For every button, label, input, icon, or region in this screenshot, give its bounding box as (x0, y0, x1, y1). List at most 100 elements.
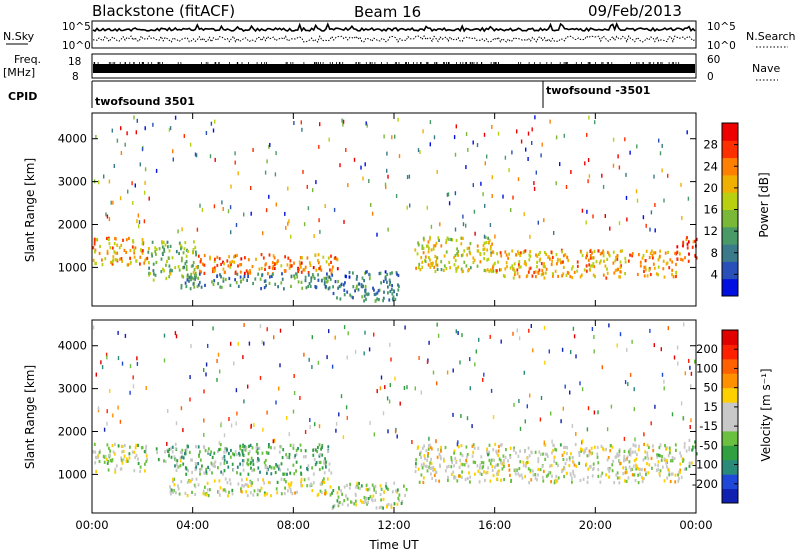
velocity-cell (133, 469, 136, 473)
velocity-noise-cell (390, 357, 392, 362)
velocity-cell (175, 468, 178, 472)
velocity-cell (669, 479, 672, 484)
velocity-cell (367, 497, 370, 501)
velocity-noise-cell (216, 377, 218, 382)
power-cell (326, 279, 329, 283)
power-cell (550, 262, 553, 267)
velocity-noise-cell (345, 405, 348, 410)
power-cell (526, 274, 529, 278)
velocity-noise-cell (688, 358, 690, 363)
velocity-cell (606, 458, 609, 462)
power-cell (234, 254, 237, 258)
power-cell (432, 261, 434, 265)
power-noise-cell (512, 195, 514, 200)
power-noise-cell (650, 210, 653, 215)
velocity-cell (450, 465, 453, 469)
power-noise-cell (252, 148, 254, 152)
power-cell (214, 268, 217, 272)
power-colorbar-band (722, 261, 738, 280)
velocity-cell (269, 481, 272, 485)
power-cell (324, 285, 327, 289)
power-noise-cell (658, 138, 660, 143)
velocity-cell (273, 446, 276, 450)
power-cell (585, 269, 588, 273)
power-cell (231, 259, 234, 264)
velocity-cell (514, 472, 517, 476)
velocity-cell (575, 464, 578, 468)
power-cell (373, 288, 375, 292)
velocity-cell (501, 467, 504, 471)
velocity-cell (324, 492, 326, 496)
velocity-cell (177, 484, 179, 488)
power-cell (396, 272, 398, 276)
velocity-cell (450, 455, 453, 460)
power-cell (427, 240, 430, 244)
velocity-cell (275, 463, 277, 467)
velocity-cell (616, 471, 619, 475)
nsky-panel: N.Sky 10^5 10^0 10^5 10^0 N.Search (3, 20, 796, 52)
power-noise-cell (502, 194, 504, 199)
velocity-noise-cell (304, 430, 307, 434)
velocity-cell (374, 484, 377, 488)
power-cell (496, 252, 498, 256)
power-cell (460, 267, 463, 271)
velocity-colorbar-band (722, 474, 738, 490)
nsky-tick-bottom: 10^0 (62, 40, 91, 52)
velocity-noise-cell (105, 352, 108, 357)
velocity-noise-cell (489, 334, 491, 339)
velocity-cell (214, 460, 217, 464)
velocity-noise-cell (386, 396, 389, 401)
velocity-cell (222, 472, 224, 476)
power-cell (204, 283, 206, 287)
power-noise-cell (306, 184, 308, 189)
power-noise-cell (645, 223, 647, 228)
power-cell (290, 264, 293, 268)
velocity-cell (572, 472, 575, 476)
power-cell (442, 268, 445, 272)
power-noise-cell (384, 182, 387, 187)
power-cell (528, 267, 531, 271)
power-cell (336, 267, 339, 271)
power-noise-cell (250, 186, 252, 190)
velocity-cell (280, 492, 283, 496)
power-cell (180, 259, 183, 263)
power-cell (639, 260, 642, 264)
velocity-cell (618, 481, 621, 485)
velocity-cell (491, 464, 494, 469)
power-noise-cell (302, 169, 304, 174)
power-cell (152, 269, 155, 273)
velocity-noise-cell (112, 413, 114, 418)
velocity-noise-cell (654, 404, 656, 409)
power-cell (348, 270, 351, 275)
freq-frame (91, 53, 697, 79)
velocity-cell (95, 455, 97, 459)
velocity-cell (626, 455, 629, 459)
power-cell (676, 250, 679, 254)
velocity-noise-cell (579, 381, 581, 386)
power-cell (116, 258, 118, 262)
velocity-cell (171, 445, 174, 449)
velocity-cell (238, 451, 240, 455)
velocity-cell (646, 462, 648, 466)
velocity-cell (671, 472, 674, 476)
power-cell (522, 251, 525, 255)
velocity-cell (109, 453, 112, 458)
power-cell (608, 252, 610, 256)
velocity-cell (477, 446, 480, 450)
velocity-colorbar-tick-label: 100 (696, 361, 718, 375)
power-cell (216, 274, 219, 278)
velocity-cell (332, 489, 335, 493)
velocity-noise-cell (293, 391, 296, 395)
velocity-cell (295, 452, 298, 456)
power-noise-cell (687, 196, 690, 201)
velocity-cell (234, 450, 237, 454)
power-cell (504, 274, 506, 279)
power-cell (111, 262, 114, 266)
power-noise-cell (112, 200, 114, 205)
power-cell (223, 262, 225, 266)
power-noise-cell (617, 154, 619, 159)
power-noise-cell (491, 125, 493, 129)
velocity-noise-cell (253, 423, 255, 427)
velocity-noise-cell (435, 439, 437, 444)
velocity-noise-cell (363, 351, 365, 356)
